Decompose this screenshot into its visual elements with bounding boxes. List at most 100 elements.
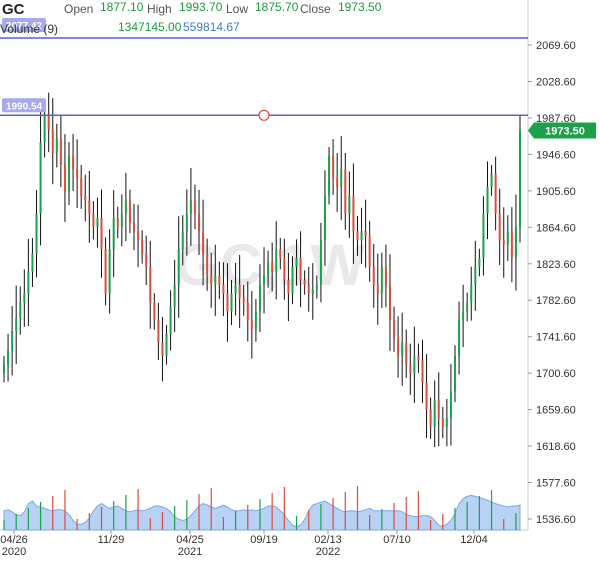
candle-body [19,302,22,319]
volume-ma-area [3,494,521,531]
x-tick-label: 12/04 [460,534,488,546]
candle-body [72,155,75,170]
candle-body [112,218,115,250]
candle-body [417,355,420,361]
candle-body [490,173,493,187]
candle-body [291,266,294,294]
candle-body [210,275,213,285]
volume-value: 1347145.00 [118,20,182,34]
candle-body [206,253,209,276]
candle-body [23,293,26,303]
candle-body [84,195,87,201]
candle-body [393,320,396,339]
y-tick-label: 1700.60 [536,368,576,380]
candle-body [441,418,444,428]
y-tick-label: 1618.60 [536,441,576,453]
candle-body [218,275,221,285]
candle-body [157,320,160,343]
horizontal-line-tag [2,18,46,32]
candle-body [15,318,18,332]
candle-body [246,302,249,321]
candle-body [100,218,103,250]
candle-body [214,275,217,285]
x-tick-label: 04/26 [0,534,28,546]
candle-body [328,155,331,196]
candle-body [55,138,58,154]
candle-body [250,320,253,330]
candle-body [108,249,111,294]
candle-body [271,262,274,272]
candle-body [202,231,205,254]
candle-body [275,249,278,272]
y-tick-label: 1946.60 [536,149,576,161]
close-value: 1973.50 [338,0,382,14]
volume-ma-value: 559814.67 [183,20,240,34]
candle-body [153,302,156,321]
candle-body [299,258,302,281]
candle-body [340,169,343,187]
candle-body [303,280,306,285]
candle-body [311,289,314,294]
candle-body [198,213,201,232]
candle-body [360,231,363,241]
x-tick-year-label: 2020 [2,546,26,558]
candle-body [242,298,245,303]
candle-body [3,364,5,374]
candle-body [27,271,30,294]
candle-body [173,284,176,307]
candle-body [462,311,465,321]
candle-body [35,213,38,254]
candle-body [474,266,477,285]
candle-body [466,302,469,312]
candle-body [267,262,270,276]
candle-body [76,169,79,179]
candle-body [453,355,456,392]
x-tick-label: 09/19 [250,534,278,546]
candle-body [348,195,351,214]
candle-body [486,186,489,214]
candle-body [92,213,95,227]
candle-body [189,200,192,214]
candle-body [63,164,66,192]
candle-body [413,355,416,374]
volume-label: Volume (9) [0,22,59,36]
y-tick-label: 1864.60 [536,222,576,234]
horizontal-line-label: 1990.54 [6,101,43,112]
candle-body [380,266,383,294]
candle-body [133,222,136,232]
candle-body [124,200,127,214]
candle-body [263,275,266,285]
candle-body [425,382,428,410]
candle-body [177,249,180,285]
last-price-tag [528,122,596,139]
candle-body [388,284,391,321]
y-tick-label: 1659.60 [536,405,576,417]
candle-body [181,231,184,250]
candle-body [230,293,233,312]
y-tick-label: 1823.60 [536,259,576,271]
candle-body [437,400,440,419]
candle-body [494,173,497,214]
candle-body [11,331,14,351]
candle-body [498,213,501,241]
candle-body [401,342,404,356]
candle-body [283,258,286,281]
candle-body [364,231,367,236]
candle-body [258,284,261,312]
candle-body [120,213,123,227]
candle-body [397,338,400,356]
candle-body [319,240,322,285]
candle-body [445,418,448,428]
candle-body [449,391,452,419]
y-tick-label: 1741.60 [536,332,576,344]
candle-body [323,195,326,241]
candle-body [421,360,424,383]
high-value: 1993.70 [179,0,223,14]
candle-body [149,266,152,303]
candle-body [336,178,339,187]
candle-body [352,195,355,232]
candle-body [161,342,164,356]
candle-body [141,240,144,254]
candle-body [165,333,168,356]
